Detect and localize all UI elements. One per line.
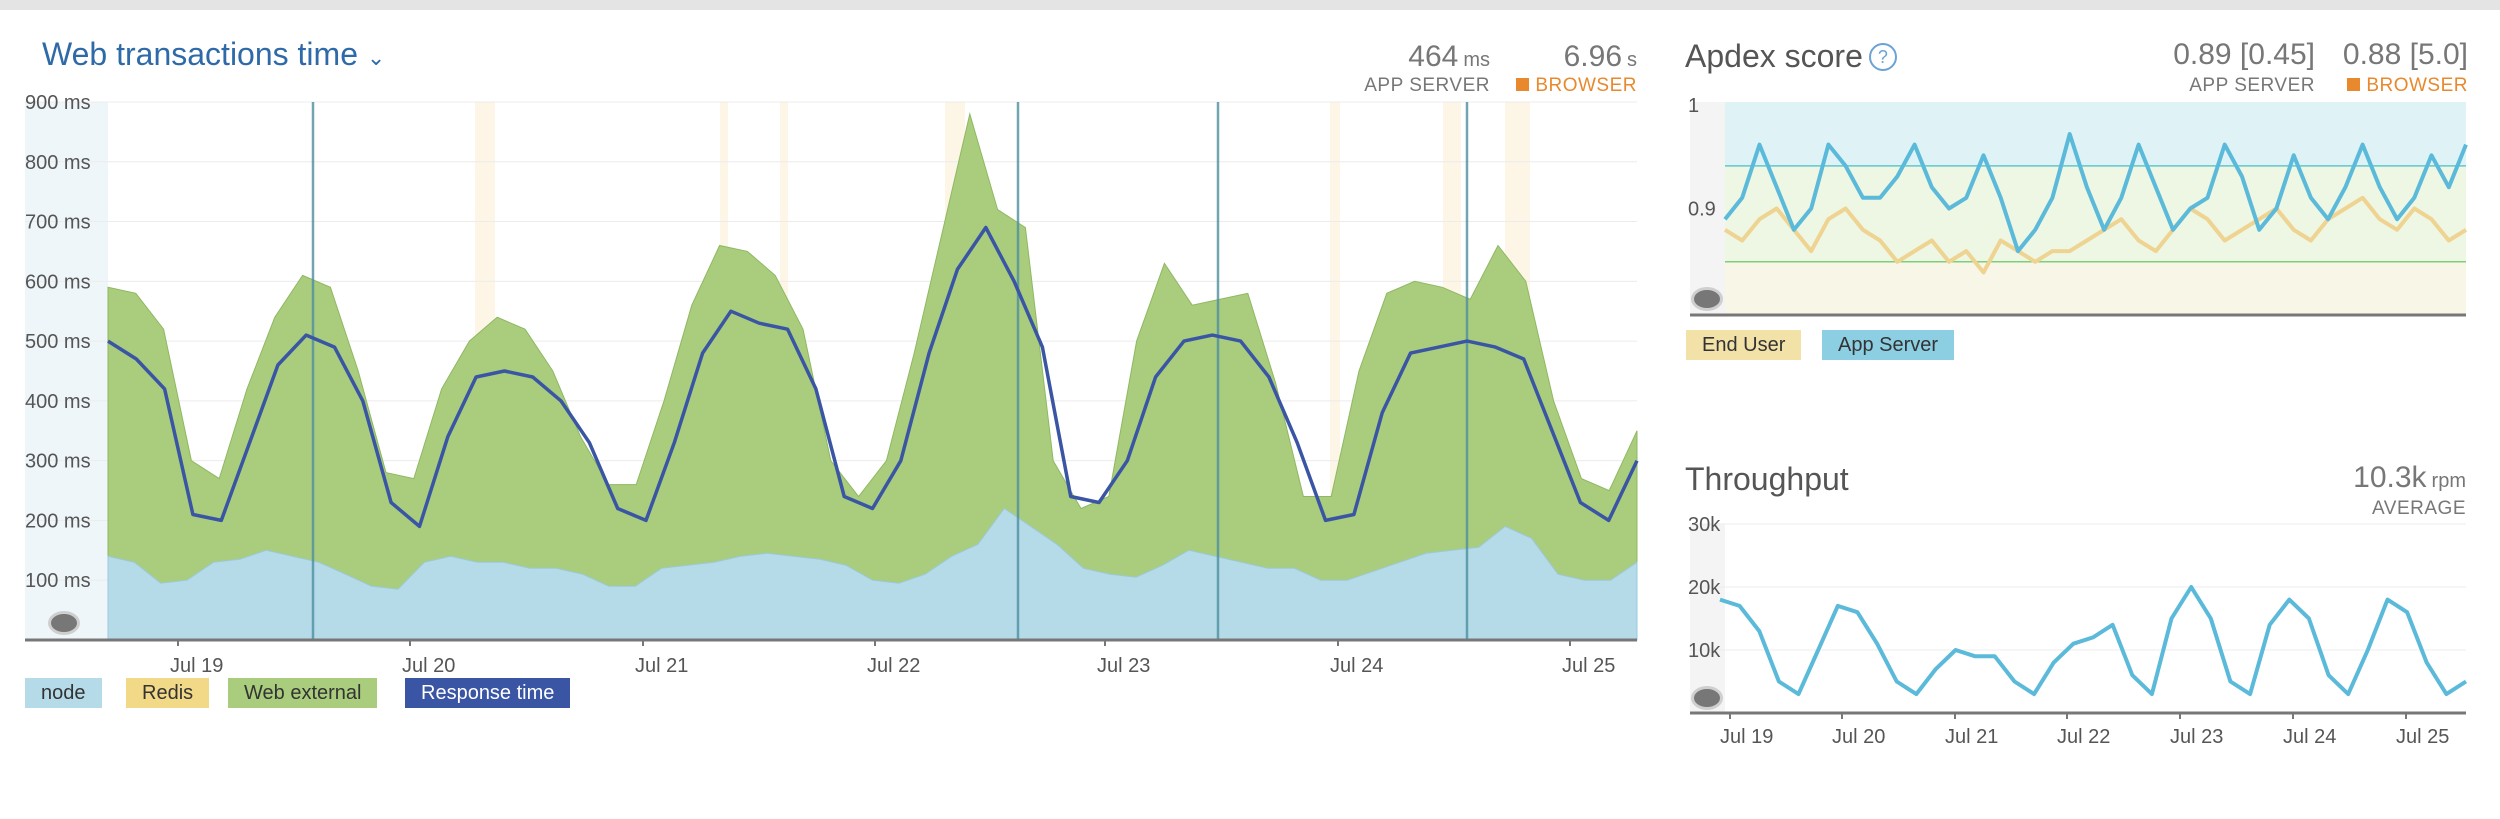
x-tick-label: Jul 24 — [1330, 655, 1383, 677]
throughput-chart: 30k 20k 10k Jul 19 Jul 20 Jul 21 Jul 22 Jul 23 J… — [1688, 514, 2468, 748]
web-external-area — [107, 112, 1638, 641]
x-tick-label: Jul 19 — [170, 655, 223, 677]
faded-history-strip — [1690, 524, 1725, 713]
y-tick-label: 100 ms — [25, 570, 91, 592]
legend-web-external[interactable]: Web external — [228, 678, 378, 708]
faded-history-strip — [1690, 102, 1725, 315]
y-tick-label: 900 ms — [25, 92, 91, 114]
y-tick-label: 700 ms — [25, 212, 91, 234]
browser-caption: BROWSER — [1500, 75, 1637, 97]
app-server-line — [1723, 132, 2468, 254]
throughput-line — [1719, 585, 2468, 697]
throughput-average-value: 10.3k rpm — [2353, 461, 2466, 494]
apdex-app-server-caption: APP SERVER — [2189, 75, 2315, 96]
throughput-title: Throughput — [1685, 461, 1849, 497]
question-circle-icon[interactable]: ? — [1868, 43, 1897, 71]
x-tick-label: Jul 22 — [867, 655, 920, 677]
apdex-browser-value: 0.88 [5.0] — [2342, 38, 2468, 71]
browser-swatch-icon — [2347, 78, 2361, 91]
throughput-average-caption: AVERAGE — [2372, 498, 2466, 519]
y-tick-label: 300 ms — [25, 451, 91, 473]
x-tick-label: Jul 21 — [635, 655, 688, 677]
response-time-line — [107, 225, 1639, 529]
x-tick-label: Jul 25 — [1562, 655, 1615, 677]
y-tick-label: 400 ms — [25, 391, 91, 413]
apdex-app-server-value: 0.89 [0.45] — [2173, 38, 2315, 71]
x-tick-label: Jul 23 — [2170, 726, 2223, 748]
legend-response-time[interactable]: Response time — [405, 678, 571, 708]
y-tick-label: 10k — [1688, 640, 1721, 662]
legend-end-user[interactable]: End User — [1686, 330, 1802, 360]
alert-band — [1330, 102, 1340, 640]
apdex-title-wrap: Apdex score? — [1685, 38, 1897, 75]
y-tick-label: 200 ms — [25, 510, 91, 532]
chevron-down-icon[interactable]: ⌄ — [366, 45, 386, 70]
x-tick-label: Jul 20 — [402, 655, 455, 677]
y-tick-label: 30k — [1688, 514, 1721, 536]
browser-time-value: 6.96 s — [1563, 40, 1637, 73]
apdex-chart: 10.9 — [1688, 95, 2468, 317]
y-tick-label: 20k — [1688, 577, 1721, 599]
browser-swatch-icon — [1516, 78, 1530, 91]
x-tick-label: Jul 24 — [2283, 726, 2336, 748]
y-tick-label: 0.9 — [1688, 199, 1716, 221]
apdex-visibility-toggle-icon[interactable] — [1691, 287, 1723, 311]
legend-app-server[interactable]: App Server — [1822, 330, 1955, 360]
top-divider — [0, 0, 2500, 10]
x-tick-label: Jul 22 — [2057, 726, 2110, 748]
y-tick-label: 800 ms — [25, 152, 91, 174]
y-tick-label: 1 — [1688, 95, 1699, 117]
web-transactions-chart: 900 ms 800 ms 700 ms 600 ms 500 ms 400 ms 300 … — [25, 92, 1639, 677]
y-tick-label: 600 ms — [25, 271, 91, 293]
x-tick-label: Jul 20 — [1832, 726, 1885, 748]
chart-title-dropdown[interactable]: Web transactions time ⌄ — [42, 36, 385, 73]
excellent-band — [1725, 102, 2466, 166]
legend-node[interactable]: node — [25, 678, 102, 708]
visibility-toggle-icon[interactable] — [48, 611, 80, 635]
y-tick-label: 500 ms — [25, 331, 91, 353]
x-tick-label: Jul 25 — [2396, 726, 2449, 748]
fair-band — [1725, 261, 2466, 315]
app-server-time-value: 464 ms — [1408, 40, 1490, 73]
x-tick-label: Jul 19 — [1720, 726, 1773, 748]
apdex-browser-caption: BROWSER — [2330, 75, 2468, 97]
chart-title: Web transactions time — [42, 36, 358, 72]
throughput-visibility-toggle-icon[interactable] — [1691, 686, 1723, 710]
legend-redis[interactable]: Redis — [126, 678, 210, 708]
apdex-title: Apdex score — [1685, 38, 1863, 74]
node-area — [107, 507, 1638, 641]
x-tick-label: Jul 23 — [1097, 655, 1150, 677]
app-server-caption: APP SERVER — [1364, 75, 1490, 96]
faded-history-strip — [25, 102, 108, 640]
end-user-line — [1723, 195, 2468, 275]
x-tick-label: Jul 21 — [1945, 726, 1998, 748]
